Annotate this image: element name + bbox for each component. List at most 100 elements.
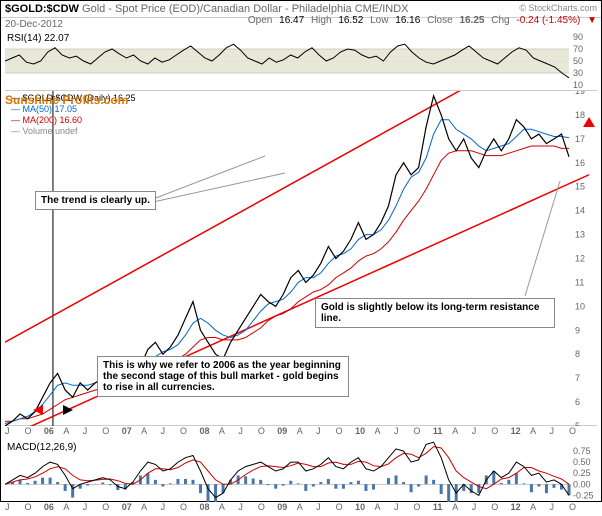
xaxis-tick: O [413,426,420,436]
svg-text:0.50: 0.50 [573,457,591,467]
xaxis-tick: J [83,426,88,436]
red-left-arrow-icon [33,405,43,415]
xaxis-tick: J [316,426,321,436]
rsi-chart: 9070503010 [5,31,599,91]
svg-text:70: 70 [573,44,583,54]
svg-text:11: 11 [575,277,584,287]
low-value: 16.16 [395,15,420,26]
down-arrow-icon: ▼ [587,15,597,26]
svg-text:0.00: 0.00 [573,479,591,489]
xaxis-tick: O [413,502,420,512]
open-value: 16.47 [279,15,304,26]
svg-text:19: 19 [575,91,585,96]
red-up-arrow-icon [583,117,595,127]
macd-chart: 0.750.500.250.00-0.25 [5,440,599,502]
xaxis-tick: 08 [199,502,209,512]
xaxis-tick: 11 [433,426,443,436]
xaxis-tick: A [63,426,69,436]
stock-chart-container: $GOLD:$CDW Gold - Spot Price (EOD)/Canad… [0,0,602,502]
open-label: Open [248,15,272,26]
xaxis-tick: O [491,426,498,436]
close-label: Close [427,15,453,26]
svg-text:16: 16 [575,158,585,168]
xaxis-tick: O [180,426,187,436]
ticker-description: Gold - Spot Price (EOD)/Canadian Dollar … [82,3,408,15]
xaxis-tick: A [530,502,536,512]
xaxis-tick: O [24,502,31,512]
annotation-below-resistance: Gold is slightly below its long-term res… [315,298,555,328]
x-axis-main: JO06AJO07AJO08AJO09AJO10AJO11AJO12AJO [5,426,597,440]
annotation-stage-two: This is why we refer to 2006 as the year… [97,356,349,397]
svg-text:0.75: 0.75 [573,446,591,456]
xaxis-tick: J [83,502,88,512]
chg-value: -0.24 (-1.45%) [516,15,580,26]
x-axis-bottom: JO06AJO07AJO08AJO09AJO10AJO11AJO12AJO [5,502,597,516]
ticker-symbol: $GOLD:$CDW [5,3,79,15]
xaxis-tick: J [161,502,166,512]
svg-text:6: 6 [575,397,580,407]
xaxis-tick: 12 [511,426,521,436]
xaxis-tick: J [550,426,555,436]
xaxis-tick: 09 [277,502,287,512]
xaxis-tick: 09 [277,426,287,436]
xaxis-tick: O [336,426,343,436]
xaxis-tick: J [238,426,243,436]
xaxis-tick: O [336,502,343,512]
ohlc-values: Open 16.47 High 16.52 Low 16.16 Close 16… [244,15,597,26]
red-right-arrow-icon [63,405,73,415]
xaxis-tick: A [452,426,458,436]
xaxis-tick: A [63,502,69,512]
xaxis-tick: J [550,502,555,512]
xaxis-tick: O [258,502,265,512]
xaxis-tick: A [219,502,225,512]
svg-text:30: 30 [573,68,583,78]
svg-text:7: 7 [575,373,580,383]
xaxis-tick: O [24,426,31,436]
xaxis-tick: A [297,426,303,436]
svg-text:50: 50 [573,56,583,66]
svg-text:14: 14 [575,206,585,216]
svg-text:0.25: 0.25 [573,468,591,478]
xaxis-tick: O [569,502,576,512]
xaxis-tick: A [375,502,381,512]
xaxis-tick: 08 [199,426,209,436]
svg-text:10: 10 [575,301,585,311]
xaxis-tick: 10 [355,502,365,512]
xaxis-tick: 11 [433,502,443,512]
xaxis-tick: A [141,502,147,512]
xaxis-tick: O [102,426,109,436]
xaxis-tick: A [452,502,458,512]
svg-text:12: 12 [575,254,585,264]
svg-text:-0.25: -0.25 [573,490,594,500]
xaxis-tick: 10 [355,426,365,436]
xaxis-tick: J [394,502,399,512]
xaxis-tick: O [258,426,265,436]
xaxis-tick: J [472,426,477,436]
xaxis-tick: A [219,426,225,436]
svg-text:13: 13 [575,230,585,240]
chg-label: Chg [491,15,509,26]
xaxis-tick: J [472,502,477,512]
chart-date: 20-Dec-2012 [5,19,63,30]
rsi-label: RSI(14) 22.07 [7,33,69,44]
xaxis-tick: A [297,502,303,512]
svg-text:17: 17 [575,134,585,144]
xaxis-tick: J [5,502,10,512]
svg-text:15: 15 [575,182,585,192]
copyright-text: © StockCharts.com [519,3,597,13]
xaxis-tick: A [530,426,536,436]
xaxis-tick: O [569,426,576,436]
xaxis-tick: 06 [44,502,54,512]
svg-text:9: 9 [575,325,580,335]
sunshine-watermark: Sunshine Profits.com [5,93,128,107]
date-row: 20-Dec-2012 Open 16.47 High 16.52 Low 16… [1,18,601,31]
xaxis-tick: O [491,502,498,512]
xaxis-tick: J [394,426,399,436]
low-label: Low [370,15,388,26]
xaxis-tick: 07 [122,502,132,512]
xaxis-tick: J [5,426,10,436]
high-value: 16.52 [338,15,363,26]
xaxis-tick: O [102,502,109,512]
svg-text:90: 90 [573,32,583,42]
xaxis-tick: 06 [44,426,54,436]
